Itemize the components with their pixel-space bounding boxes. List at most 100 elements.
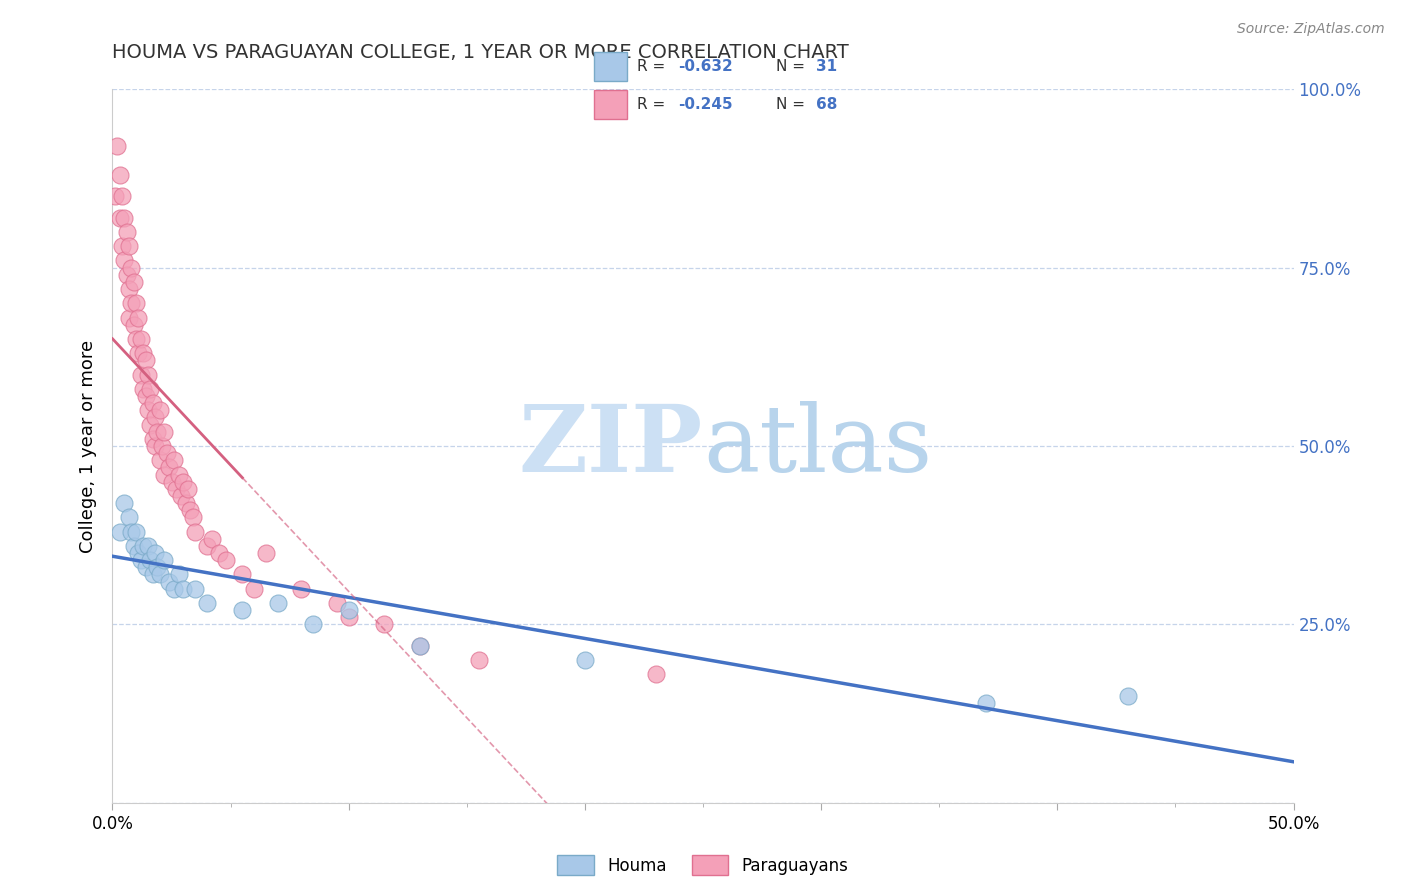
Point (120, 524, 142, 539)
Text: atlas: atlas (703, 401, 932, 491)
Point (644, 667, 666, 681)
Text: -0.245: -0.245 (678, 97, 733, 112)
Point (184, 582, 207, 596)
Point (150, 439, 173, 453)
Point (108, 211, 131, 225)
Point (976, 696, 998, 710)
Point (129, 553, 152, 567)
Point (1116, 689, 1139, 703)
Point (290, 582, 312, 596)
Point (167, 567, 190, 582)
Point (118, 510, 141, 524)
Point (142, 432, 165, 446)
Point (408, 639, 430, 653)
Point (167, 467, 190, 482)
Text: 68: 68 (817, 97, 838, 112)
Point (122, 275, 145, 289)
Point (172, 475, 194, 489)
Point (177, 482, 200, 496)
Y-axis label: College, 1 year or more: College, 1 year or more (79, 340, 97, 552)
Point (165, 482, 187, 496)
Point (201, 532, 224, 546)
Point (208, 546, 231, 560)
Point (135, 389, 157, 403)
Point (136, 403, 159, 417)
Point (136, 368, 159, 382)
Point (160, 475, 183, 489)
Point (142, 396, 165, 410)
Point (195, 596, 218, 610)
Point (118, 282, 141, 296)
Point (127, 310, 149, 325)
Point (153, 467, 176, 482)
Point (337, 603, 360, 617)
Point (108, 168, 131, 182)
Point (132, 382, 155, 396)
Text: N =: N = (776, 97, 810, 112)
Point (112, 496, 135, 510)
Point (112, 253, 135, 268)
Point (267, 596, 290, 610)
Point (139, 417, 162, 432)
Point (156, 446, 179, 460)
Point (157, 460, 180, 475)
Point (149, 453, 172, 467)
Point (243, 582, 266, 596)
Point (408, 639, 430, 653)
Point (125, 296, 148, 310)
Point (195, 539, 218, 553)
Point (122, 318, 145, 332)
Point (181, 510, 204, 524)
Point (231, 603, 253, 617)
Point (132, 346, 155, 360)
Text: 31: 31 (817, 59, 838, 74)
Point (108, 524, 131, 539)
Point (111, 239, 134, 253)
Bar (593, 53, 627, 81)
Point (170, 489, 193, 503)
Legend: Houma, Paraguayans: Houma, Paraguayans (551, 848, 855, 881)
Point (135, 353, 157, 368)
Point (215, 553, 238, 567)
Text: Source: ZipAtlas.com: Source: ZipAtlas.com (1237, 22, 1385, 37)
Text: -0.632: -0.632 (678, 59, 733, 74)
Point (467, 653, 489, 667)
Point (163, 453, 186, 467)
Point (132, 539, 155, 553)
Point (135, 560, 157, 574)
Point (112, 211, 135, 225)
Point (184, 524, 207, 539)
Point (146, 560, 169, 574)
Point (115, 225, 138, 239)
Text: R =: R = (637, 59, 671, 74)
Point (115, 268, 138, 282)
Point (120, 296, 142, 310)
Point (143, 439, 166, 453)
Point (118, 239, 141, 253)
Point (254, 546, 277, 560)
Point (120, 260, 142, 275)
Point (105, 139, 128, 153)
Point (125, 332, 148, 346)
Point (337, 610, 360, 624)
Point (104, 189, 127, 203)
Point (111, 189, 134, 203)
Point (149, 567, 172, 582)
Point (136, 539, 159, 553)
Point (139, 553, 162, 567)
Text: R =: R = (637, 97, 671, 112)
Point (163, 582, 186, 596)
Point (231, 567, 253, 582)
Point (129, 332, 152, 346)
Point (118, 310, 141, 325)
Point (122, 539, 145, 553)
Point (139, 382, 162, 396)
Text: N =: N = (776, 59, 810, 74)
Point (174, 496, 197, 510)
Point (153, 553, 176, 567)
Point (127, 546, 149, 560)
Point (157, 574, 180, 589)
Point (146, 425, 169, 439)
Point (143, 546, 166, 560)
Point (179, 503, 201, 517)
